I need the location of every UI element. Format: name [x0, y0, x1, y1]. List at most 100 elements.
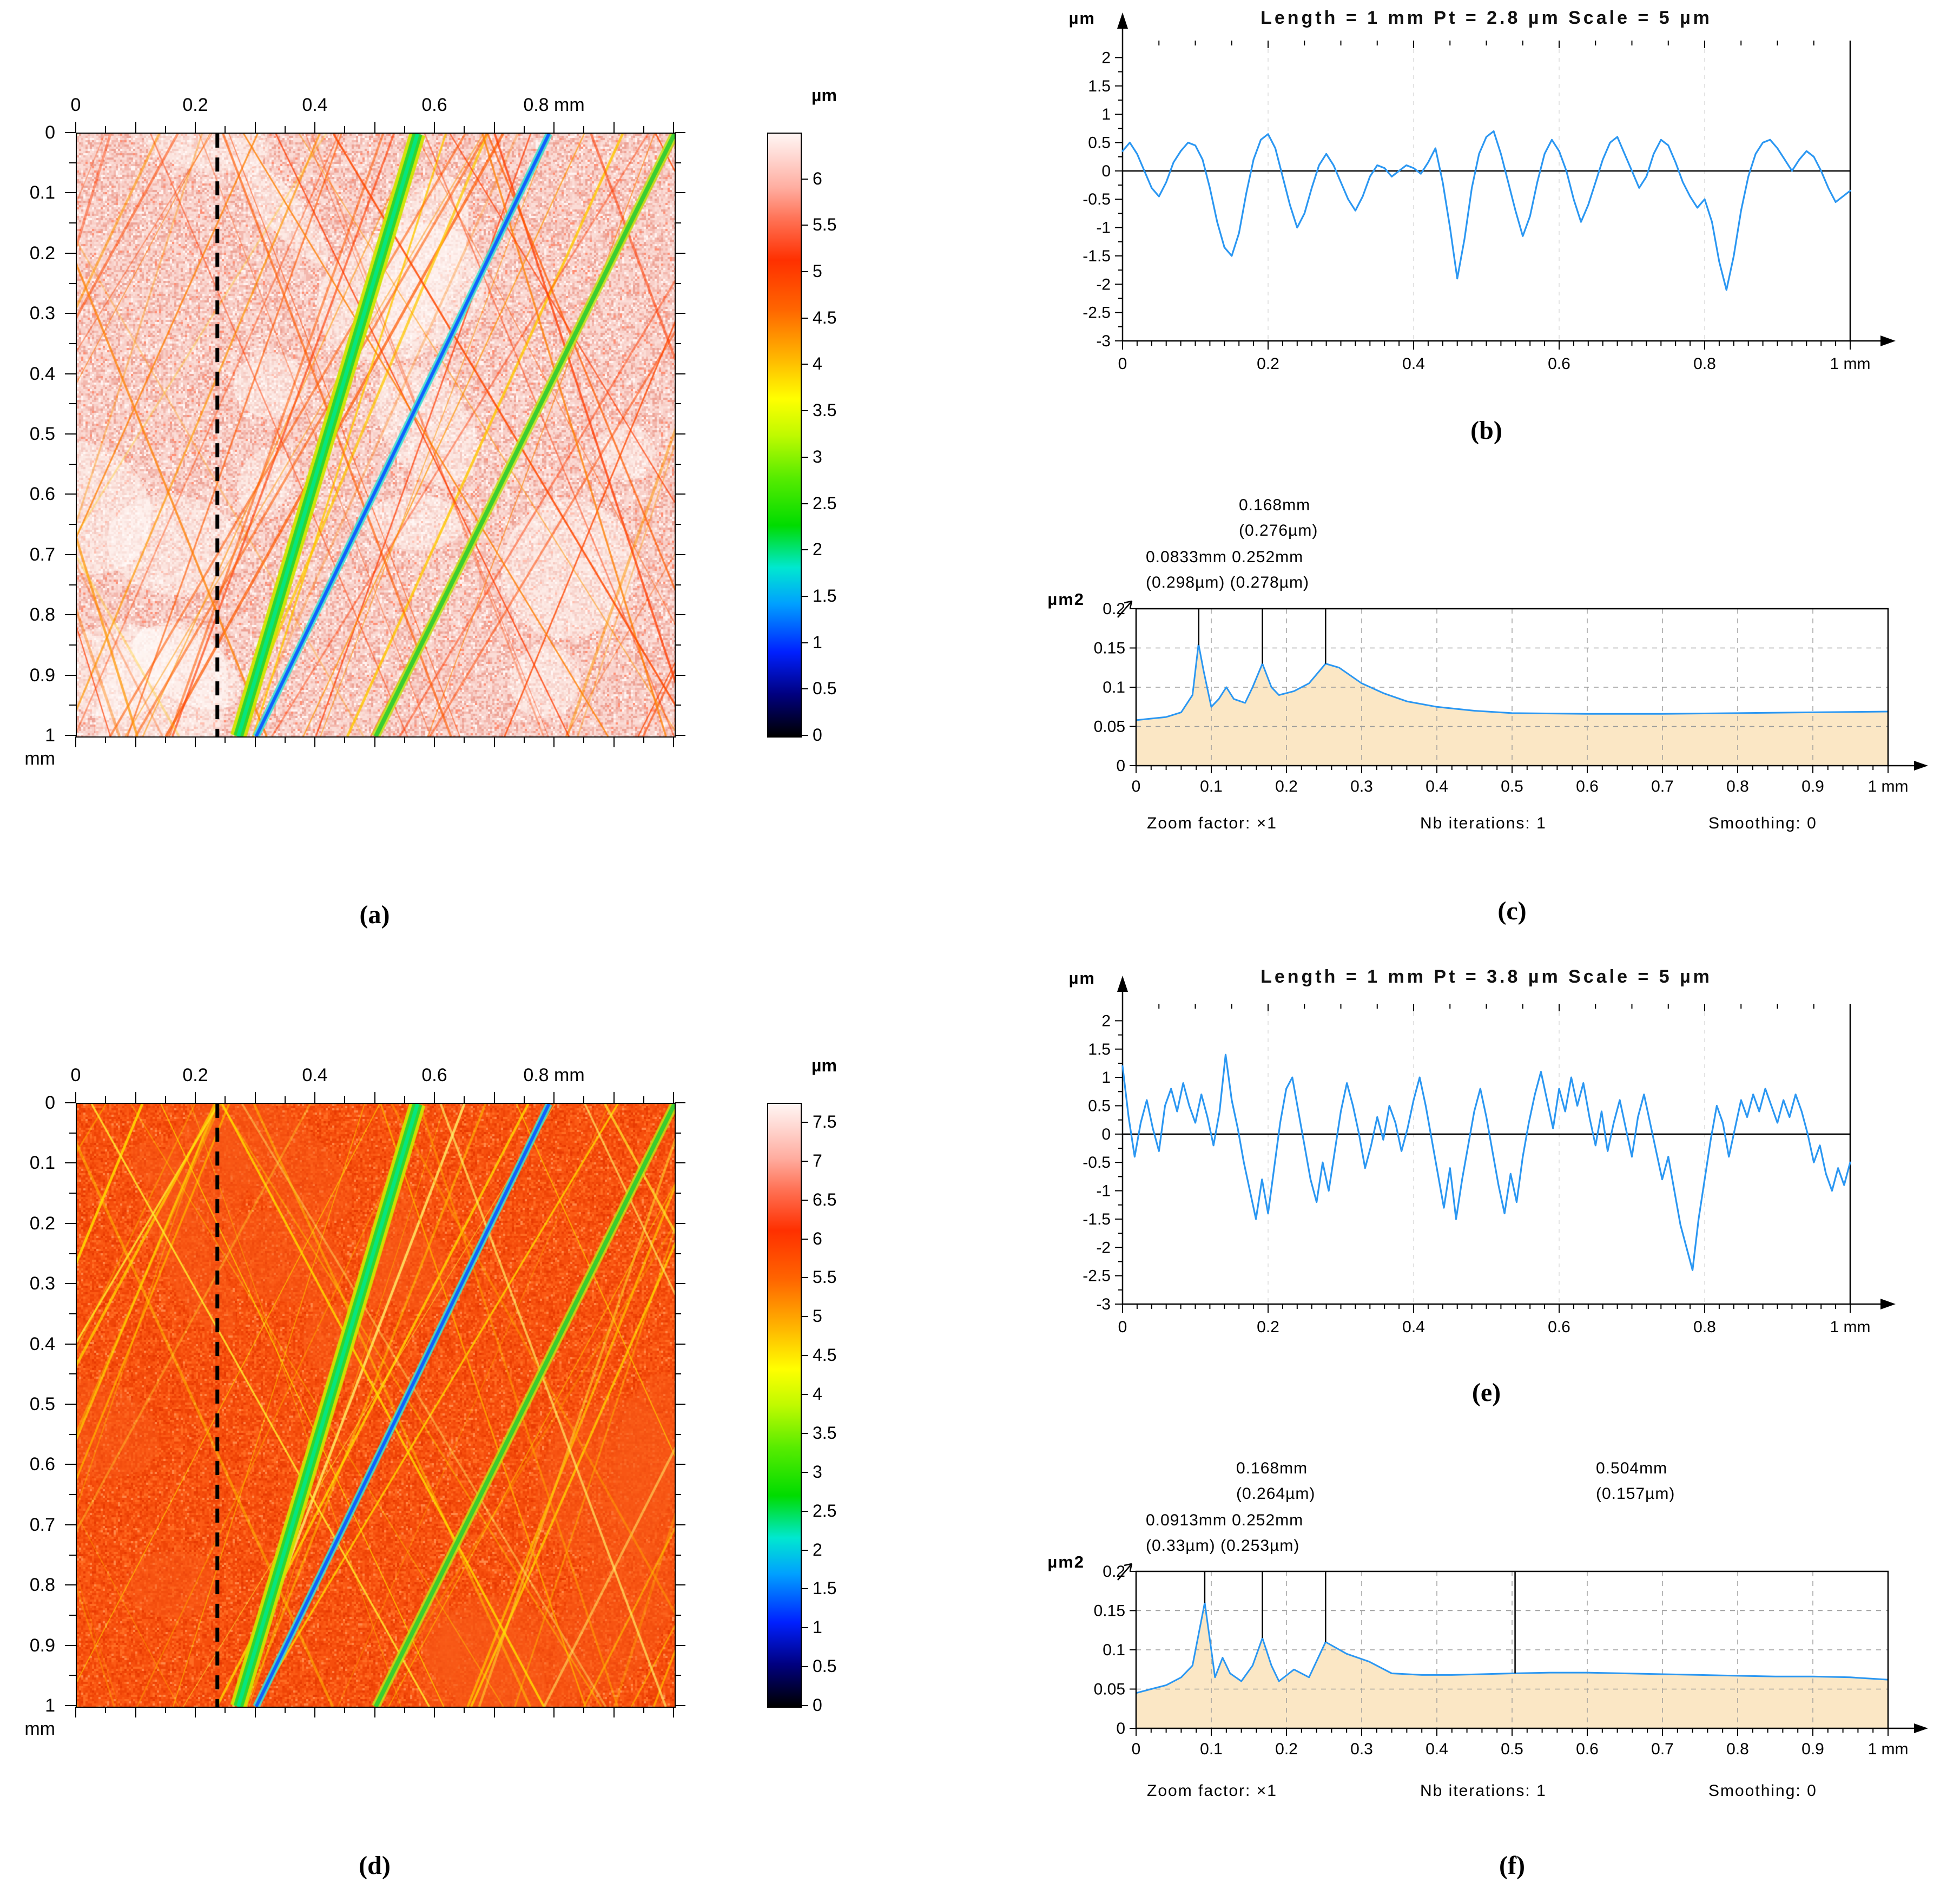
heatmap-y-label: 0.1: [29, 182, 55, 203]
colorbar-tick: [802, 1471, 808, 1473]
heatmap-y-label: 0: [45, 122, 55, 143]
axis-tick: [65, 192, 76, 194]
profile-curve: [1121, 1054, 1851, 1271]
axis-tick: [675, 524, 681, 525]
colorbar-tick: [802, 642, 808, 643]
axis-tick: [105, 736, 107, 743]
svg-text:0.1: 0.1: [1103, 1641, 1125, 1659]
axis-tick: [374, 1707, 375, 1717]
heatmap-y-label: 0.6: [29, 484, 55, 505]
colorbar-a-unit-label: µm: [811, 85, 837, 105]
heatmap-y-label: 1: [45, 725, 55, 746]
axis-tick: [69, 705, 76, 706]
colorbar-label: 3.5: [813, 1423, 837, 1443]
profile-e-title: Length = 1 mm Pt = 3.8 µm Scale = 5 µm: [1261, 966, 1712, 987]
ticks: [1115, 41, 1851, 350]
panel-label-f: (f): [1499, 1851, 1525, 1880]
axis-tick: [675, 1102, 685, 1103]
axis-tick: [164, 736, 166, 743]
svg-text:-2: -2: [1096, 275, 1111, 293]
grid: [1136, 1571, 1888, 1728]
axis-tick: [493, 122, 495, 133]
axis-tick: [464, 1096, 465, 1103]
axis-tick: [434, 122, 435, 133]
svg-text:0.7: 0.7: [1651, 1740, 1674, 1758]
panel-label-a: (a): [359, 900, 390, 929]
colorbar-tick: [802, 364, 808, 365]
spectrum-f-annotation-3: 0.0913mm 0.252mm (0.33µm) (0.253µm): [1146, 1511, 1304, 1555]
colorbar-label: 1: [813, 632, 822, 652]
axis-tick: [675, 433, 685, 435]
colorbar-label: 6: [813, 168, 822, 188]
axis-tick: [69, 343, 76, 344]
axis-tick: [344, 1096, 346, 1103]
axis-tick: [675, 735, 685, 736]
axis-tick: [583, 736, 585, 743]
svg-text:-2: -2: [1096, 1239, 1111, 1256]
profile-b-title: Length = 1 mm Pt = 2.8 µm Scale = 5 µm: [1261, 8, 1712, 28]
axis-tick: [675, 463, 681, 465]
axis-tick: [314, 1707, 315, 1717]
heatmap-y-label: 0.1: [29, 1153, 55, 1174]
colorbar-tick: [802, 1394, 808, 1396]
axis-tick: [65, 735, 76, 736]
profile-e-plot: 0 0.2 0.4 0.6 0.8 1 mm 2 1.5 1 0.5 0 -0.5 -1 -1.5 -2 -2…: [1083, 976, 1896, 1336]
axis-tick: [434, 736, 435, 747]
axis-tick: [613, 1092, 615, 1103]
heatmap-y-label: 0.5: [29, 424, 55, 444]
colorbar-tick: [802, 1627, 808, 1629]
axis-tick: [404, 126, 405, 133]
heatmap-y-label: 0: [45, 1093, 55, 1113]
axis-tick: [675, 1404, 685, 1405]
axis-tick: [673, 122, 674, 133]
heatmap-y-unit-label: mm: [24, 1719, 55, 1739]
axis-tick: [675, 614, 685, 616]
axis-tick: [675, 1162, 685, 1164]
colorbar-label: 5.5: [813, 1267, 837, 1287]
spectrum-f-zoom-factor: Zoom factor: ×1: [1147, 1782, 1277, 1800]
ticks: [1115, 1004, 1851, 1313]
axis-tick: [65, 1162, 76, 1164]
axis-tick: [105, 1707, 107, 1713]
axis-tick: [643, 1096, 644, 1103]
axis-tick: [675, 1644, 685, 1646]
axis-tick: [374, 1092, 375, 1103]
colorbar-label: 7.5: [813, 1111, 837, 1131]
colorbar-tick: [802, 549, 808, 551]
axis-tick: [69, 1554, 76, 1556]
axis-tick: [675, 1614, 681, 1616]
axis-tick: [675, 1675, 681, 1676]
axis-tick: [314, 1092, 315, 1103]
colorbar-tick: [802, 1316, 808, 1318]
grid: [1136, 609, 1888, 766]
svg-text:0.1: 0.1: [1200, 778, 1223, 795]
axis-tick: [493, 1092, 495, 1103]
axis-tick: [404, 1707, 405, 1713]
axis-tick: [284, 1707, 286, 1713]
axis-tick: [65, 674, 76, 676]
svg-text:2: 2: [1101, 49, 1111, 67]
panel-label-c: (c): [1497, 897, 1527, 925]
svg-text:1 mm: 1 mm: [1830, 1318, 1871, 1336]
heatmap-y-label: 0.8: [29, 1575, 55, 1596]
axis-tick: [65, 252, 76, 254]
colorbar-label: 3.5: [813, 400, 837, 420]
colorbar-label: 1: [813, 1617, 822, 1637]
svg-text:-1: -1: [1096, 219, 1111, 237]
heatmap-y-label: 1: [45, 1695, 55, 1716]
axis-tick: [65, 554, 76, 555]
axis-tick: [105, 1096, 107, 1103]
heatmap-x-label: 0.4: [302, 95, 328, 115]
svg-text:0.2: 0.2: [1257, 355, 1279, 373]
svg-text:0.4: 0.4: [1402, 355, 1425, 373]
panel-label-b: (b): [1470, 416, 1502, 445]
axis-tick: [493, 1707, 495, 1717]
axis-tick: [65, 1705, 76, 1706]
colorbar-label: 0.5: [813, 1656, 837, 1676]
axis-tick: [65, 1283, 76, 1285]
svg-text:0.05: 0.05: [1094, 1681, 1125, 1699]
axis-tick: [675, 1313, 681, 1314]
spectrum-f-plot: 0 0.1 0.2 0.3 0.4 0.5 0.6 0.7 0.8 0.9 1 mm 0.2 0.15 0…: [1094, 1563, 1928, 1758]
axis-tick: [675, 674, 685, 676]
axis-tick: [675, 1554, 681, 1556]
